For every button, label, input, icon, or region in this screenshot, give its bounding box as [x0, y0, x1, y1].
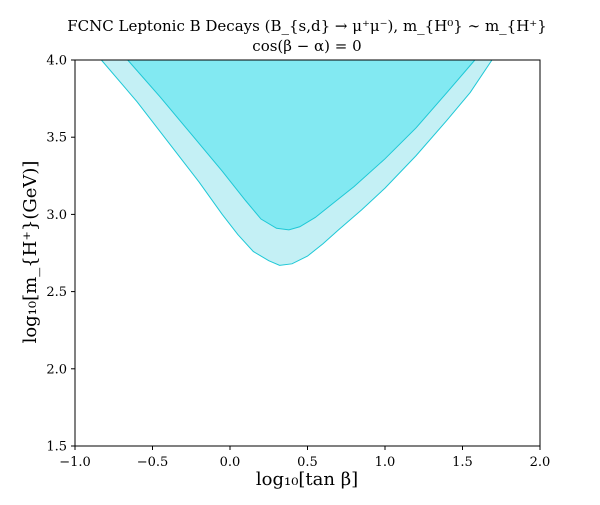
chart-title: FCNC Leptonic B Decays (B_{s,d} → μ⁺μ⁻),…	[67, 17, 547, 35]
x-tick-label: −0.5	[137, 455, 169, 470]
x-tick-label: 2.0	[530, 455, 551, 470]
y-tick-label: 1.5	[46, 440, 67, 455]
allowed-region-2	[127, 60, 475, 230]
y-axis-label: log₁₀[m_{H⁺}(GeV)]	[20, 161, 41, 344]
x-tick-label: 0.5	[297, 455, 318, 470]
region-boundary-1	[100, 59, 493, 266]
chart-subtitle: cos(β − α) = 0	[252, 37, 361, 55]
regions-layer	[100, 59, 493, 266]
y-tick-label: 4.0	[46, 54, 67, 69]
y-tick-label: 2.0	[46, 362, 67, 377]
x-tick-label: 0.0	[220, 455, 241, 470]
y-tick-label: 2.5	[46, 285, 67, 300]
y-tick-label: 3.0	[46, 208, 67, 223]
x-tick-label: −1.0	[59, 455, 91, 470]
x-tick-label: 1.5	[452, 455, 473, 470]
ticks-layer: −1.0 −0.5 0.0 0.5 1.0 1.5 2.0 1.5 2.0 2.5 3.0 3.5 4.…	[46, 54, 550, 471]
x-axis-label: log₁₀[tan β]	[256, 469, 358, 490]
region-boundary-2	[127, 59, 476, 231]
y-tick-label: 3.5	[46, 131, 67, 146]
x-tick-label: 1.0	[375, 455, 396, 470]
